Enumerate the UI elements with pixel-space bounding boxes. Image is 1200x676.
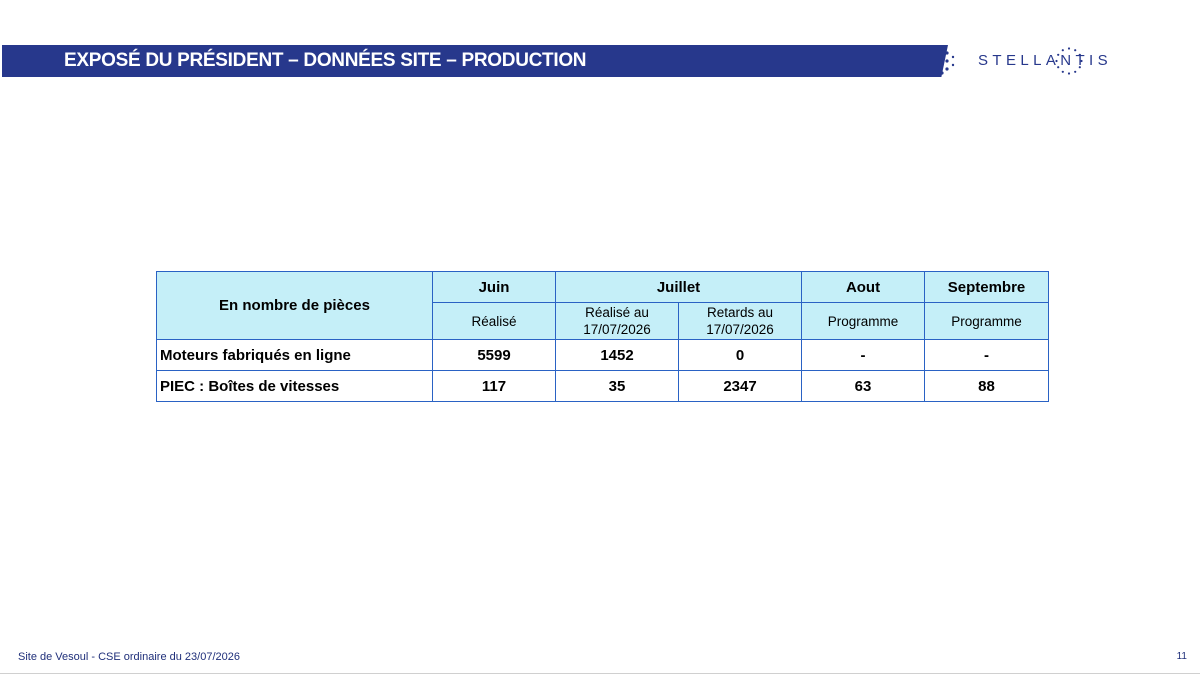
cell-juillet-realise: 35 xyxy=(555,370,679,402)
production-table: En nombre de pièces Juin Juillet Aout Se… xyxy=(156,271,1050,402)
subheader-aout: Programme xyxy=(801,302,926,340)
subheader-juillet-realise-line1: Réalisé au xyxy=(585,305,649,320)
stellantis-emblem-icon xyxy=(1055,47,1083,75)
table-header-row: En nombre de pièces Juin Juillet Aout Se… xyxy=(156,271,1050,340)
subheader-juillet-realise-line2: 17/07/2026 xyxy=(583,322,651,337)
cell-aout: - xyxy=(801,339,926,371)
footer-site-info: Site de Vesoul - CSE ordinaire du 23/07/… xyxy=(18,651,240,663)
cell-juin: 117 xyxy=(432,370,556,402)
row-label: Moteurs fabriqués en ligne xyxy=(156,339,433,371)
table-row: Moteurs fabriqués en ligne 5599 1452 0 -… xyxy=(156,339,1050,371)
dots-decoration-icon xyxy=(940,47,955,75)
subheader-juillet-retards-line2: 17/07/2026 xyxy=(706,322,774,337)
subheader-juillet-realise: Réalisé au 17/07/2026 xyxy=(555,302,679,340)
header-banner: EXPOSÉ DU PRÉSIDENT – DONNÉES SITE – PRO… xyxy=(2,45,948,77)
cell-septembre: - xyxy=(924,339,1050,371)
page-title: EXPOSÉ DU PRÉSIDENT – DONNÉES SITE – PRO… xyxy=(64,50,587,71)
brand-name: STELLANTIS xyxy=(978,52,1113,69)
month-header-aout: Aout xyxy=(801,271,926,303)
table-subheader-row: Réalisé Réalisé au 17/07/2026 Retards au… xyxy=(157,302,1050,340)
month-header-septembre: Septembre xyxy=(924,271,1050,303)
table-row: PIEC : Boîtes de vitesses 117 35 2347 63… xyxy=(156,370,1050,402)
cell-aout: 63 xyxy=(801,370,926,402)
stellantis-logo: STELLANTIS xyxy=(978,44,1148,78)
subheader-septembre: Programme xyxy=(924,302,1050,340)
page-number: 11 xyxy=(1176,651,1187,662)
row-label: PIEC : Boîtes de vitesses xyxy=(156,370,433,402)
cell-juillet-realise: 1452 xyxy=(555,339,679,371)
cell-septembre: 88 xyxy=(924,370,1050,402)
corner-header: En nombre de pièces xyxy=(156,271,433,340)
footer-divider xyxy=(0,673,1200,674)
cell-juillet-retards: 0 xyxy=(677,339,803,371)
subheader-juillet-retards-line1: Retards au xyxy=(706,305,774,320)
month-header-juin: Juin xyxy=(432,271,556,303)
month-header-juillet: Juillet xyxy=(554,271,803,303)
cell-juillet-retards: 2347 xyxy=(677,370,803,402)
subheader-juillet-retards: Retards au 17/07/2026 xyxy=(677,302,803,340)
cell-juin: 5599 xyxy=(432,339,556,371)
subheader-juin: Réalisé xyxy=(432,302,556,340)
